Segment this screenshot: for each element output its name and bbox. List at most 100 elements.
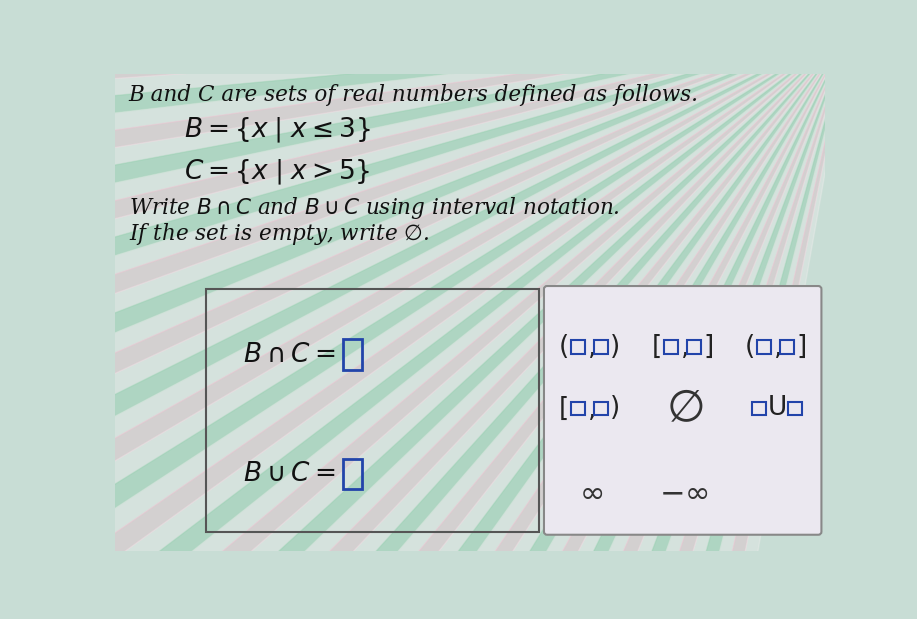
Text: ,: ,	[681, 335, 690, 361]
Polygon shape	[0, 27, 851, 135]
Polygon shape	[0, 0, 851, 27]
Polygon shape	[0, 0, 851, 27]
Polygon shape	[224, 0, 851, 27]
Polygon shape	[623, 27, 851, 619]
Polygon shape	[0, 27, 851, 215]
Polygon shape	[0, 27, 851, 241]
Text: $-\infty$: $-\infty$	[659, 478, 709, 508]
Polygon shape	[0, 27, 851, 569]
Polygon shape	[0, 27, 851, 619]
Polygon shape	[73, 0, 851, 27]
Polygon shape	[53, 0, 851, 27]
Polygon shape	[0, 27, 851, 522]
Polygon shape	[0, 27, 851, 267]
Text: ,: ,	[588, 335, 597, 361]
Polygon shape	[596, 0, 851, 27]
Polygon shape	[0, 0, 851, 27]
Polygon shape	[0, 0, 851, 27]
Polygon shape	[34, 0, 851, 27]
Polygon shape	[492, 0, 851, 27]
Polygon shape	[34, 27, 851, 619]
Polygon shape	[317, 27, 851, 619]
Bar	[780, 340, 794, 354]
Text: $B\cap C=$: $B\cap C=$	[242, 342, 335, 367]
Polygon shape	[569, 0, 851, 27]
Polygon shape	[0, 0, 851, 27]
Polygon shape	[15, 27, 851, 619]
Text: ): )	[610, 334, 621, 360]
Polygon shape	[0, 0, 851, 27]
Polygon shape	[366, 27, 851, 619]
Bar	[343, 459, 362, 489]
Polygon shape	[0, 27, 851, 371]
Polygon shape	[0, 0, 851, 27]
Polygon shape	[517, 27, 851, 619]
Text: ]: ]	[796, 334, 806, 360]
Text: $\infty$: $\infty$	[580, 478, 603, 508]
Text: B and C are sets of real numbers defined as follows.: B and C are sets of real numbers defined…	[128, 84, 699, 106]
Text: $B=\{x\mid x\leq3\}$: $B=\{x\mid x\leq3\}$	[184, 116, 371, 145]
Polygon shape	[157, 0, 851, 27]
Text: ]: ]	[703, 334, 713, 360]
FancyBboxPatch shape	[544, 286, 822, 535]
Text: Write $B\cap C$ and $B\cup C$ using interval notation.: Write $B\cap C$ and $B\cup C$ using inte…	[128, 195, 620, 221]
Polygon shape	[0, 27, 851, 619]
Polygon shape	[0, 27, 851, 472]
Polygon shape	[0, 0, 851, 27]
Polygon shape	[224, 27, 851, 619]
Polygon shape	[415, 27, 851, 619]
Polygon shape	[0, 1, 851, 27]
Bar	[343, 339, 362, 370]
Polygon shape	[0, 0, 851, 27]
Bar	[688, 340, 702, 354]
Polygon shape	[0, 27, 851, 619]
Polygon shape	[391, 0, 851, 27]
Polygon shape	[157, 27, 851, 619]
Polygon shape	[201, 0, 851, 27]
Polygon shape	[0, 27, 851, 320]
Polygon shape	[179, 0, 851, 27]
Polygon shape	[544, 0, 851, 27]
Polygon shape	[0, 0, 851, 27]
Polygon shape	[544, 27, 851, 619]
Polygon shape	[0, 27, 851, 345]
Polygon shape	[391, 27, 851, 619]
Bar	[757, 340, 771, 354]
Text: ,: ,	[774, 335, 782, 361]
Polygon shape	[0, 0, 851, 27]
Polygon shape	[0, 27, 851, 108]
Bar	[571, 340, 585, 354]
Polygon shape	[0, 0, 851, 27]
Polygon shape	[94, 27, 851, 619]
Polygon shape	[317, 0, 851, 27]
Polygon shape	[0, 27, 851, 188]
Polygon shape	[0, 0, 851, 27]
Polygon shape	[0, 0, 851, 27]
Polygon shape	[0, 0, 851, 27]
Polygon shape	[0, 0, 851, 27]
Polygon shape	[0, 0, 851, 27]
Polygon shape	[0, 0, 851, 27]
Polygon shape	[0, 0, 851, 27]
Polygon shape	[0, 27, 851, 422]
Polygon shape	[0, 27, 851, 497]
Text: (: (	[745, 334, 756, 360]
Polygon shape	[94, 0, 851, 27]
Polygon shape	[0, 27, 851, 54]
Polygon shape	[0, 27, 851, 397]
Polygon shape	[366, 0, 851, 27]
Polygon shape	[247, 27, 851, 619]
Polygon shape	[517, 0, 851, 27]
Bar	[594, 340, 608, 354]
Polygon shape	[0, 27, 851, 546]
Polygon shape	[135, 0, 851, 27]
Polygon shape	[0, 0, 851, 27]
Polygon shape	[0, 0, 851, 27]
Polygon shape	[415, 0, 851, 27]
Polygon shape	[53, 27, 851, 619]
Polygon shape	[114, 27, 851, 619]
Polygon shape	[0, 27, 851, 617]
Polygon shape	[0, 0, 851, 27]
Polygon shape	[293, 0, 851, 27]
Polygon shape	[0, 0, 851, 27]
